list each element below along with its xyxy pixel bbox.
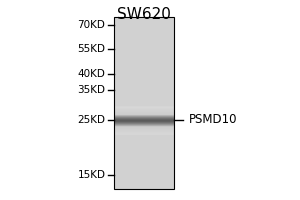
Text: SW620: SW620	[117, 7, 171, 22]
Text: 70KD: 70KD	[77, 20, 105, 30]
Text: 25KD: 25KD	[77, 115, 105, 125]
Text: 40KD: 40KD	[77, 69, 105, 79]
Text: PSMD10: PSMD10	[189, 113, 237, 126]
Text: 35KD: 35KD	[77, 85, 105, 95]
Text: 55KD: 55KD	[77, 44, 105, 54]
Bar	[114, 17, 174, 189]
Text: 15KD: 15KD	[77, 170, 105, 180]
